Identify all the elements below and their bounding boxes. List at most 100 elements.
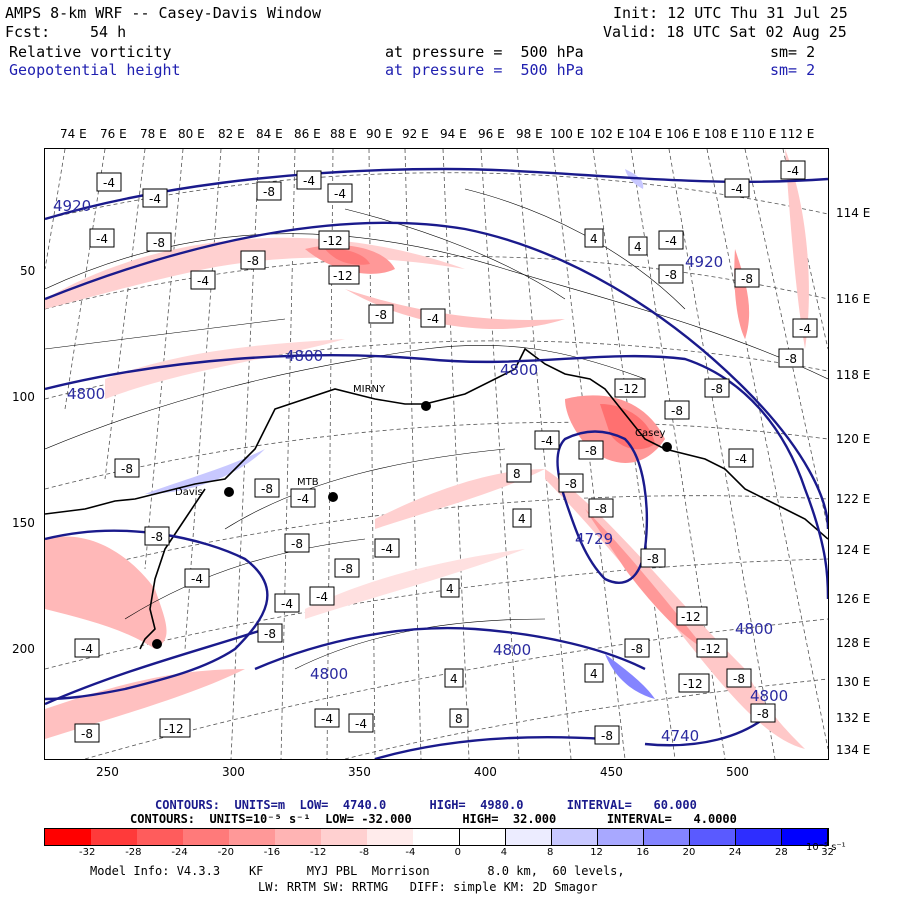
vort-box: -8 [558, 473, 584, 493]
vort-box: -8 [750, 703, 776, 723]
vort-label: 4 [590, 232, 598, 246]
field1-level: at pressure = 500 hPa [385, 43, 584, 61]
vort-box: -8 [368, 304, 394, 324]
height-labels: 4920 4920 4800 4800 4800 4800 4800 4800 … [53, 197, 788, 745]
stations [152, 401, 672, 649]
vort-label: -4 [665, 234, 677, 248]
vort-label: 4 [446, 582, 454, 596]
vort-label: -8 [121, 462, 133, 476]
grid-tick: 400 [474, 765, 497, 779]
lon-tick: 130 E [836, 675, 871, 689]
vort-box: -8 [664, 400, 690, 420]
map-svg: Davis MTB MIRNY Casey 4920 4920 4800 480… [45, 149, 828, 759]
colorbar-tick-label: -28 [125, 847, 142, 858]
lon-tick: 80 E [178, 127, 205, 141]
vort-box: -4 [327, 183, 353, 203]
vort-box: -8 [658, 264, 684, 284]
colorbar-cell [275, 829, 322, 845]
vort-label: -4 [334, 187, 346, 201]
vort-box: -8 [284, 533, 310, 553]
vort-box: -8 [144, 526, 170, 546]
vort-box: 4 [628, 236, 648, 256]
vort-label: -8 [264, 627, 276, 641]
height-contour-info: CONTOURS: UNITS=m LOW= 4740.0 HIGH= 4980… [155, 798, 697, 812]
vort-label: -8 [733, 672, 745, 686]
vort-label: -4 [149, 192, 161, 206]
lon-tick: 78 E [140, 127, 167, 141]
vort-label: 4 [518, 512, 526, 526]
colorbar-tick-label: 12 [590, 847, 603, 858]
vort-box: -4 [658, 230, 684, 250]
vort-label: -8 [81, 727, 93, 741]
colorbar-tick-label: 0 [454, 847, 461, 858]
lon-tick: 108 E [704, 127, 739, 141]
colorbar-cell [643, 829, 691, 845]
colorbar-cell [367, 829, 414, 845]
lon-tick: 106 E [666, 127, 701, 141]
lon-tick: 100 E [550, 127, 585, 141]
valid-time: Valid: 18 UTC Sat 02 Aug 25 [603, 23, 847, 41]
colorbar-cell [551, 829, 599, 845]
vort-label: -4 [731, 182, 743, 196]
vort-label: -4 [735, 452, 747, 466]
lon-tick: 76 E [100, 127, 127, 141]
colorbar-tick-label: 4 [500, 847, 508, 858]
colorbar-tick-label: -12 [310, 847, 327, 858]
vorticity-contours [45, 188, 828, 670]
vort-label: -8 [711, 382, 723, 396]
vort-label: -8 [647, 552, 659, 566]
height-label: 4920 [685, 253, 723, 271]
colorbar-cell [229, 829, 276, 845]
colorbar-cell [45, 829, 92, 845]
model-info: Model Info: V4.3.3 KF MYJ PBL Morrison 8… [90, 864, 625, 878]
vort-label: -4 [316, 590, 328, 604]
vort-box: -4 [274, 593, 300, 613]
height-label: 4800 [67, 385, 105, 403]
forecast-hour: 54 h [90, 23, 127, 41]
lon-tick: 120 E [836, 432, 871, 446]
vort-box: -4 [190, 270, 216, 290]
colorbar-tick-label: 28 [775, 847, 788, 858]
vort-label: -4 [787, 164, 799, 178]
vort-box: -8 [240, 250, 266, 270]
vort-box: -12 [318, 230, 350, 250]
vort-box: -4 [74, 638, 100, 658]
vort-box: -8 [334, 558, 360, 578]
vort-box: -4 [724, 178, 750, 198]
grid-tick: 500 [726, 765, 749, 779]
vort-label: -8 [153, 236, 165, 250]
field1-name: Relative vorticity [9, 43, 172, 61]
vort-box: -4 [374, 538, 400, 558]
vort-box: 4 [444, 668, 464, 688]
vort-label: -4 [381, 542, 393, 556]
vort-label: 4 [634, 240, 642, 254]
map-title: AMPS 8-km WRF -- Casey-Davis Window [5, 4, 322, 22]
colorbar-cell [505, 829, 553, 845]
vort-box: -8 [256, 181, 282, 201]
field2-smoothing: sm= 2 [770, 61, 816, 79]
vort-box: -8 [726, 668, 752, 688]
vort-box: -4 [420, 308, 446, 328]
grid-tick: 300 [222, 765, 245, 779]
colorbar-tick-label: -4 [405, 847, 416, 858]
vorticity-colorbar [44, 828, 829, 846]
vort-label: -8 [585, 444, 597, 458]
vort-box: 4 [584, 228, 604, 248]
lon-tick: 104 E [628, 127, 663, 141]
colorbar-tick-label: -16 [263, 847, 281, 858]
vort-box: -8 [588, 498, 614, 518]
vorticity-labels: -4 -4 -8 -4 -4 -4 -8 -8 -12 -12 -4 -8 -4… [74, 160, 818, 745]
vort-box: -4 [296, 170, 322, 190]
vort-label: -8 [565, 477, 577, 491]
vort-label: 8 [513, 467, 521, 481]
vort-box: -8 [114, 458, 140, 478]
vort-box: -4 [728, 448, 754, 468]
vort-box: -8 [734, 268, 760, 288]
grid-tick: 200 [12, 642, 35, 656]
vort-label: -4 [81, 642, 93, 656]
height-label: 4800 [500, 361, 538, 379]
vort-label: -12 [701, 642, 721, 656]
colorbar-tick-label: 16 [636, 847, 650, 858]
height-label: 4800 [735, 620, 773, 638]
vort-label: -12 [323, 234, 343, 248]
